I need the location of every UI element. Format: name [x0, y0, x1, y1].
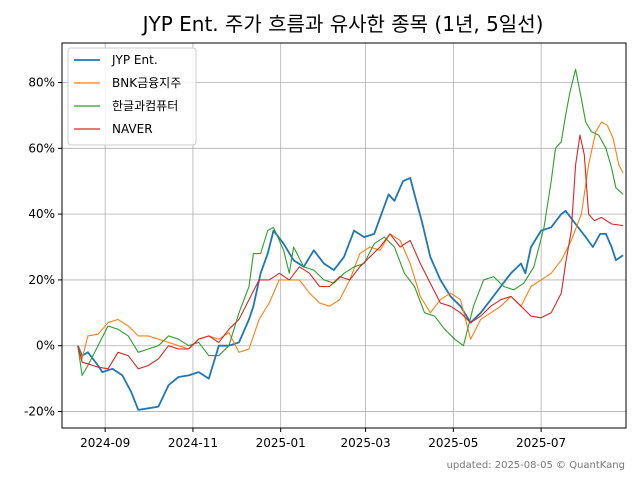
series-line — [77, 68, 624, 376]
series-lines — [76, 68, 624, 411]
legend-label: NAVER — [112, 122, 153, 136]
x-axis: 2024-09 2024-11 2025-01 2025-03 2025-05 2025-… — [80, 428, 566, 450]
plot-frame — [61, 42, 627, 429]
y-tick-label: 20% — [28, 273, 55, 287]
x-tick-label: 2024-11 — [168, 436, 218, 450]
series-line — [77, 134, 624, 370]
legend-label: JYP Ent. — [111, 53, 158, 67]
x-tick-label: 2025-05 — [428, 436, 478, 450]
chart-title: JYP Ent. 주가 흐름과 유사한 종목 (1년, 5일선) — [141, 12, 544, 36]
y-tick-label: -20% — [24, 405, 55, 419]
y-tick-label: 60% — [28, 141, 55, 155]
legend-box — [67, 47, 197, 146]
series-line — [77, 121, 624, 360]
x-tick-label: 2025-01 — [256, 436, 306, 450]
y-tick-label: 80% — [28, 75, 55, 89]
x-tick-label: 2025-07 — [516, 436, 566, 450]
y-axis: -20% 0% 20% 40% 60% 80% — [24, 75, 62, 419]
y-tick-label: 0% — [36, 339, 55, 353]
series-line — [76, 176, 624, 411]
legend-label: BNK금융지주 — [112, 76, 181, 90]
x-tick-label: 2024-09 — [80, 436, 130, 450]
x-tick-label: 2025-03 — [341, 436, 391, 450]
footer-note: updated: 2025-08-05 © QuantKang — [447, 460, 625, 471]
legend-label: 한글과컴퓨터 — [112, 99, 178, 113]
y-tick-label: 40% — [28, 207, 55, 221]
